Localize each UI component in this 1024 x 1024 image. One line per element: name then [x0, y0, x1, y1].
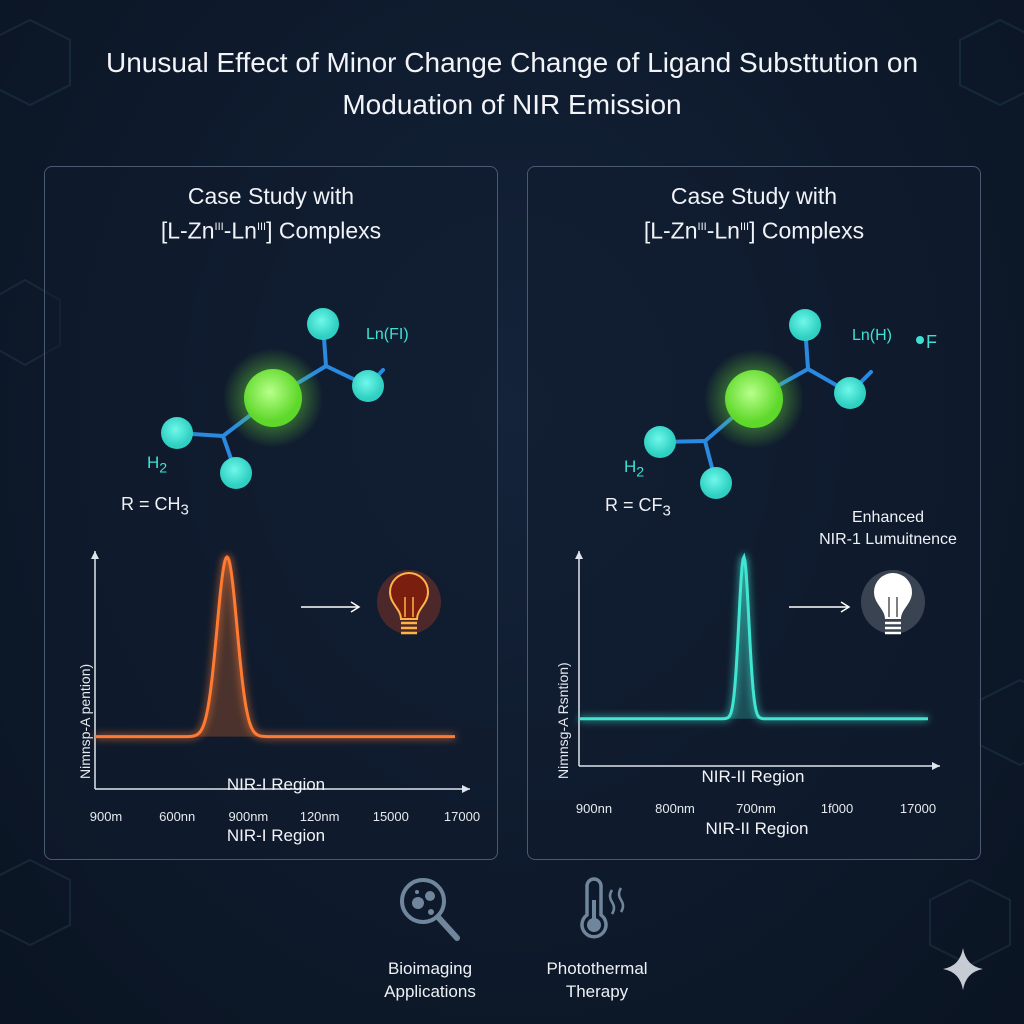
panel-title-line-1: Case Study with [670, 183, 838, 209]
title-line-2: Moduation of NIR Emission [342, 89, 682, 120]
h-text: H [147, 453, 160, 472]
x-tick-label: 600nn [159, 809, 196, 824]
x-tick-label: 800nm [655, 801, 695, 816]
case-study-panel-cf3: Case Study with [L-ZnIII-LnIII] Complexs… [527, 166, 981, 860]
sparkle-icon [943, 948, 983, 990]
chart-inner-region-label: NIR-II Region [701, 767, 805, 786]
emission-chart-nir-ii [575, 551, 940, 770]
title-part: [L-Zn [160, 217, 215, 244]
x-tick-label: 120nm [299, 809, 340, 824]
panel-title-line-1: Case Study with [187, 183, 355, 209]
x-axis-arrow [932, 762, 940, 770]
y-axis-arrow [575, 551, 583, 559]
app-line-2: Therapy [565, 982, 629, 1001]
h-sub: 2 [636, 464, 645, 481]
emission-curve [579, 552, 928, 721]
app-line-1: Bioimaging [387, 959, 473, 978]
x-tick-label: 15000 [372, 809, 409, 824]
title-sup: III [739, 221, 750, 233]
title-part: -Ln [223, 217, 257, 244]
f-label: F [926, 332, 937, 352]
x-tick-label: 17000 [899, 801, 937, 816]
f-dot [916, 336, 924, 344]
molecule-diagram [644, 309, 924, 499]
title-sup: III [256, 221, 267, 233]
page-title: Unusual Effect of Minor Change Change of… [0, 42, 1024, 126]
x-tick-label: 900m [89, 809, 123, 824]
panel-title-line-2: [L-ZnIII-LnIII] Complexs [528, 212, 980, 247]
panel-title: Case Study with [L-ZnIII-LnIII] Complexs [45, 181, 497, 247]
h2-label: H2 [624, 457, 644, 480]
thermometer-heat-icon [580, 877, 625, 939]
chart-inner-region-label: NIR-I Region [226, 775, 326, 794]
emission-chart-nir-i [91, 551, 470, 793]
x-tick-label: 900nn [575, 801, 613, 816]
emission-curve [95, 554, 455, 739]
app-line-1: Photothermal [546, 959, 648, 978]
enhanced-luminescence-label: Enhanced NIR-1 Lumuitnence [819, 507, 957, 551]
title-part: ] Complexs [749, 217, 865, 244]
r-group-label: R = CF3 [605, 495, 671, 520]
central-metal-atom [244, 369, 302, 427]
title-part: -Ln [706, 217, 740, 244]
ln-label: Ln(FI) [366, 326, 409, 343]
atom [161, 417, 193, 449]
title-part: [L-Zn [643, 217, 698, 244]
magnifier-cells-icon [400, 878, 460, 941]
x-axis-label: NIR-II Region [705, 819, 809, 838]
lightbulb-icon-white [861, 570, 925, 635]
arrow-head [840, 601, 851, 613]
arrow-head [350, 601, 361, 613]
atom [307, 308, 339, 340]
x-axis-arrow [462, 785, 470, 793]
panel-title-line-2: [L-ZnIII-LnIII] Complexs [45, 212, 497, 247]
r-sub: 3 [180, 501, 189, 519]
application-photothermal: Photothermal Therapy [517, 957, 677, 1003]
case-study-panel-ch3: Case Study with [L-ZnIII-LnIII] Complexs… [44, 166, 498, 860]
title-sup: III [214, 221, 224, 233]
atom [644, 426, 676, 458]
x-tick-label: 17000 [443, 809, 481, 824]
r-sub: 3 [662, 502, 671, 520]
h-text: H [624, 457, 637, 476]
app-line-2: Applications [384, 982, 476, 1001]
atom [700, 467, 732, 499]
y-axis-arrow [91, 551, 99, 559]
ln-label: Ln(H) [852, 327, 893, 344]
title-sup: III [697, 221, 707, 233]
lightbulb-icon-orange [377, 570, 441, 635]
title-part: ] Complexs [266, 217, 382, 244]
enhanced-line-1: Enhanced [851, 509, 925, 526]
title-line-1: Unusual Effect of Minor Change Change of… [105, 47, 919, 78]
molecule-diagram [161, 308, 385, 489]
atom [352, 370, 384, 402]
enhanced-line-2: NIR-1 Lumuitnence [819, 531, 957, 548]
x-tick-label: 1f000 [820, 801, 854, 816]
h2-label: H2 [147, 453, 167, 476]
atom [220, 457, 252, 489]
r-group-label: R = CH3 [121, 494, 189, 519]
atom [789, 309, 821, 341]
x-axis-label: NIR-I Region [226, 826, 326, 845]
r-text: R = CF [605, 495, 663, 515]
atom [834, 377, 866, 409]
r-text: R = CH [121, 494, 181, 514]
application-bioimaging: Bioimaging Applications [350, 957, 510, 1003]
x-tick-label: 700nm [736, 801, 776, 816]
x-tick-label: 900nm [228, 809, 269, 824]
panel-title: Case Study with [L-ZnIII-LnIII] Complexs [528, 181, 980, 247]
h-sub: 2 [159, 460, 168, 477]
central-metal-atom [725, 370, 783, 428]
